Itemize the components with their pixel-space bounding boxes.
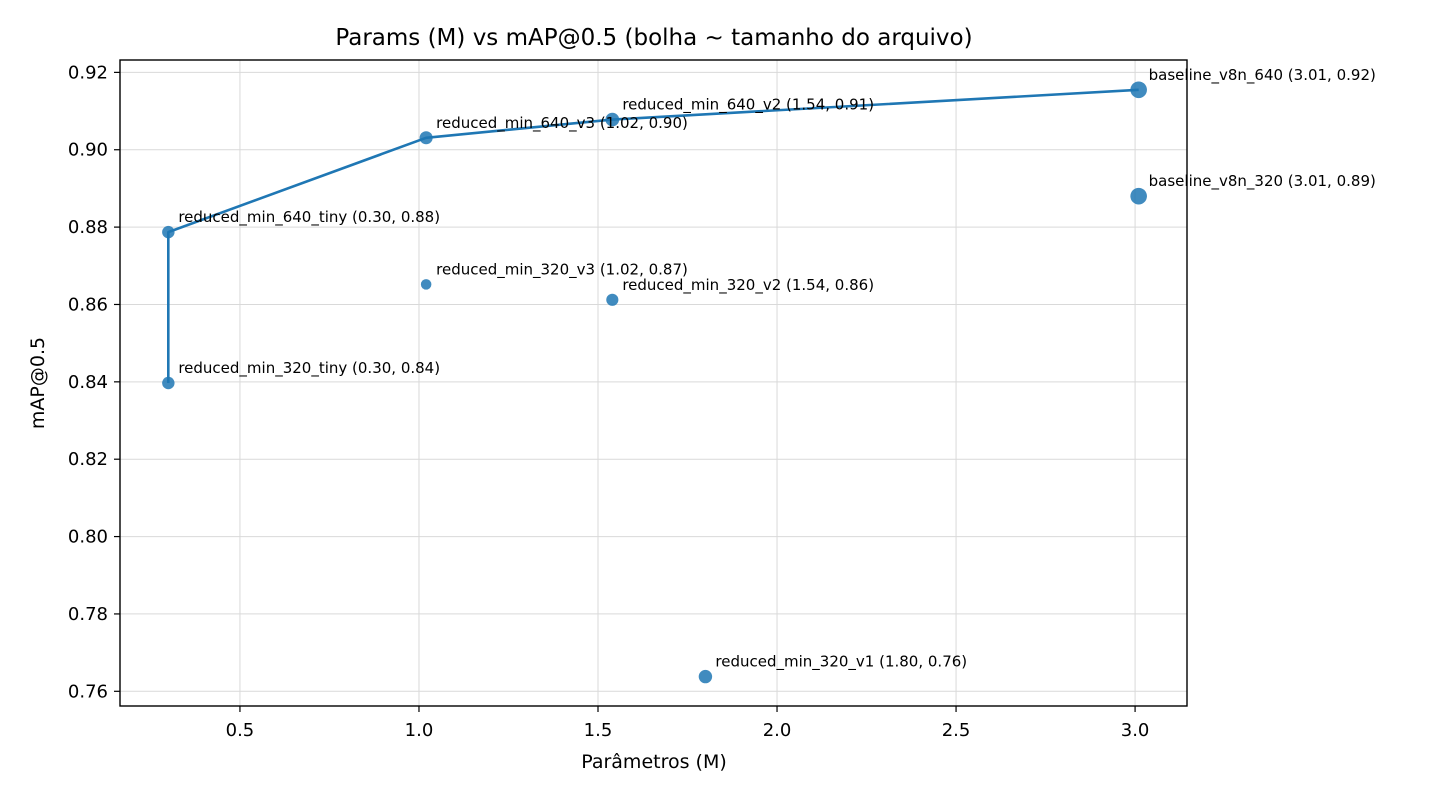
axis-ticks: 0.5 1.0 1.5 2.0 2.5 3.0 0.76 0.78 0.80 0.82 0.84 0.…	[68, 62, 1149, 741]
scatter-point	[1130, 187, 1147, 205]
point-labels: baseline_v8n_640 (3.01, 0.92) baseline_v8…	[178, 66, 1376, 672]
scatter-points	[162, 81, 1147, 684]
point-label: reduced_min_320_v3 (1.02, 0.87)	[436, 260, 688, 279]
scatter-point	[419, 131, 433, 145]
scatter-point	[698, 669, 713, 684]
x-tick-label: 3.0	[1121, 720, 1150, 741]
x-tick-label: 1.0	[405, 720, 434, 741]
x-tick-label: 2.0	[763, 720, 792, 741]
grid-lines	[120, 60, 1187, 706]
x-tick-label: 1.5	[584, 720, 613, 741]
y-tick-label: 0.92	[68, 62, 108, 83]
point-label: reduced_min_640_v2 (1.54, 0.91)	[622, 96, 874, 115]
x-axis-label: Parâmetros (M)	[581, 751, 727, 773]
y-tick-label: 0.76	[68, 681, 108, 702]
point-label: reduced_min_640_tiny (0.30, 0.88)	[178, 208, 440, 227]
y-tick-label: 0.82	[68, 449, 108, 470]
y-axis-label: mAP@0.5	[27, 337, 49, 429]
y-tick-label: 0.84	[68, 372, 108, 393]
x-tick-label: 2.5	[942, 720, 971, 741]
point-label: reduced_min_320_v2 (1.54, 0.86)	[622, 276, 874, 295]
x-tick-label: 0.5	[226, 720, 255, 741]
plot-frame	[119, 59, 1188, 707]
scatter-point	[606, 293, 619, 306]
scatter-point	[162, 225, 175, 239]
scatter-point	[162, 376, 175, 390]
point-label: reduced_min_640_v3 (1.02, 0.90)	[436, 114, 688, 133]
scatter-point	[1130, 81, 1147, 99]
scatter-point	[420, 279, 432, 290]
point-label: baseline_v8n_320 (3.01, 0.89)	[1149, 172, 1376, 191]
scatter-point	[605, 112, 620, 127]
y-tick-label: 0.86	[68, 294, 108, 315]
point-label: baseline_v8n_640 (3.01, 0.92)	[1149, 66, 1376, 85]
y-tick-label: 0.78	[68, 604, 108, 625]
y-tick-label: 0.90	[68, 140, 108, 161]
point-label: reduced_min_320_v1 (1.80, 0.76)	[715, 653, 967, 672]
point-label: reduced_min_320_tiny (0.30, 0.84)	[178, 359, 440, 378]
chart-title: Params (M) vs mAP@0.5 (bolha ~ tamanho d…	[335, 25, 972, 51]
y-tick-label: 0.88	[68, 217, 108, 238]
y-tick-label: 0.80	[68, 527, 108, 548]
